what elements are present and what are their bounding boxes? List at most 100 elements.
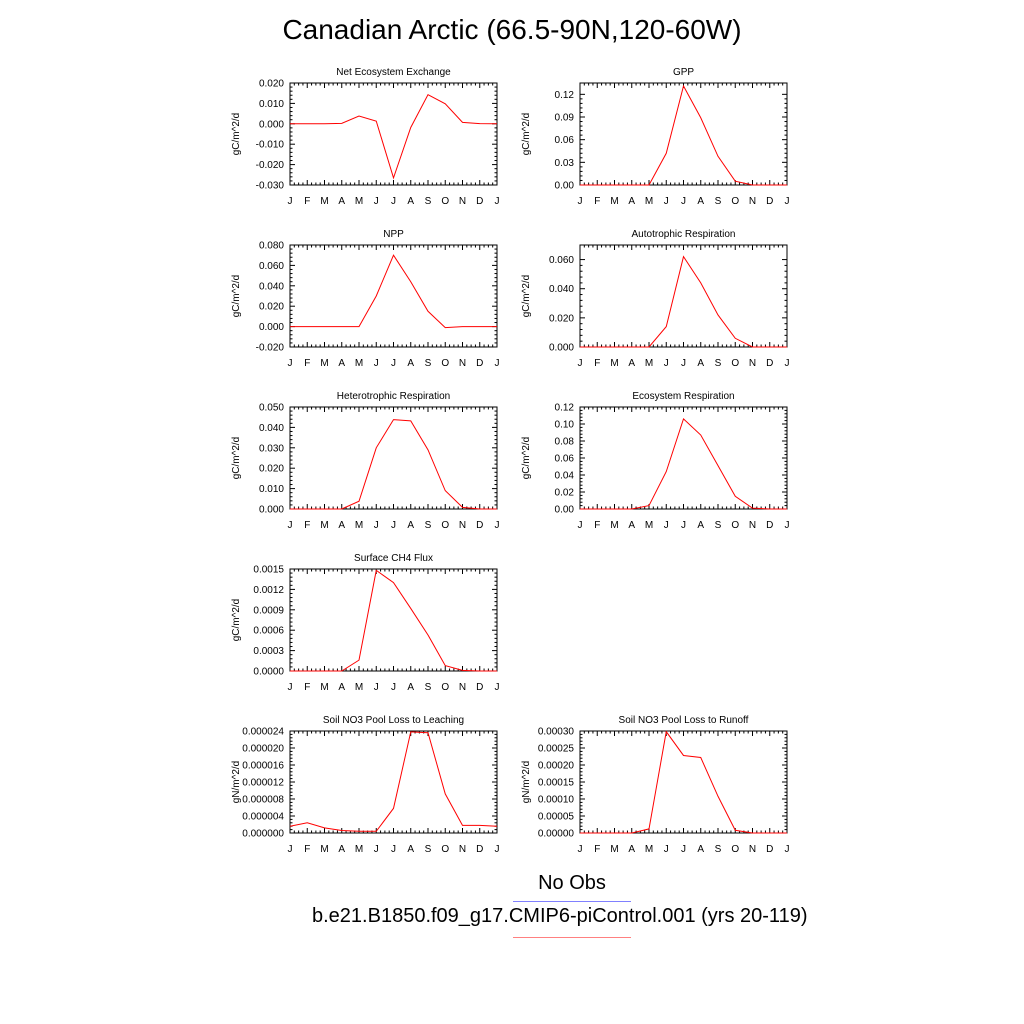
y-tick-label: 0.0012 xyxy=(253,585,284,596)
x-tick-label: O xyxy=(441,844,449,855)
series-line xyxy=(290,93,498,180)
y-tick-label: 0.020 xyxy=(259,464,284,475)
y-axis-label: gC/m^2/d xyxy=(231,113,242,156)
x-tick-label: A xyxy=(338,196,345,207)
x-tick-label: M xyxy=(610,358,618,369)
y-tick-label: 0.050 xyxy=(259,403,284,414)
legend-obs-line xyxy=(513,901,631,902)
x-tick-label: D xyxy=(766,844,773,855)
legend-model-line xyxy=(513,937,631,938)
x-tick-label: J xyxy=(495,682,500,693)
x-tick-label: M xyxy=(610,844,618,855)
series-line xyxy=(580,417,787,510)
y-tick-label: 0.000 xyxy=(549,343,574,354)
x-tick-label: J xyxy=(664,520,669,531)
y-tick-label: 0.02 xyxy=(555,488,575,499)
y-tick-label: 0.00 xyxy=(555,505,575,516)
y-axis-label: gC/m^2/d xyxy=(231,437,242,480)
plot-frame xyxy=(579,406,788,510)
y-tick-label: -0.020 xyxy=(256,343,285,354)
x-tick-label: J xyxy=(391,358,396,369)
y-tick-label: 0.12 xyxy=(555,403,575,414)
y-axis-label: gC/m^2/d xyxy=(521,275,532,318)
x-tick-label: N xyxy=(749,196,756,207)
y-tick-label: 0.08 xyxy=(555,437,575,448)
x-tick-label: F xyxy=(594,358,600,369)
x-tick-label: N xyxy=(749,520,756,531)
panel-soil-no3-runoff: Soil NO3 Pool Loss to Runoff gN/m^2/d 0.00… xyxy=(521,715,790,855)
legend-model-label: b.e21.B1850.f09_g17.CMIP6-piControl.001 … xyxy=(312,905,808,927)
y-tick-label: 0.06 xyxy=(555,454,575,465)
x-tick-label: J xyxy=(681,196,686,207)
figure-title: Canadian Arctic (66.5-90N,120-60W) xyxy=(282,14,742,45)
x-tick-label: J xyxy=(681,358,686,369)
plot-frame xyxy=(289,568,498,672)
panel-title: Net Ecosystem Exchange xyxy=(336,67,451,78)
x-tick-label: J xyxy=(785,196,790,207)
x-tick-label: A xyxy=(697,844,704,855)
y-tick-label: 0.060 xyxy=(549,255,574,266)
panel-title: GPP xyxy=(673,67,694,78)
x-tick-label: J xyxy=(785,844,790,855)
x-tick-label: S xyxy=(425,358,432,369)
panel-npp: NPP gC/m^2/d -0.020 0.000 0.020 0.040 0.060 0.0… xyxy=(231,229,500,369)
panel-net-ecosystem-exchange: Net Ecosystem Exchange gC/m^2/d -0.030 -0.0… xyxy=(231,67,500,207)
x-tick-label: M xyxy=(355,358,363,369)
series-line xyxy=(290,254,497,329)
plot-frame xyxy=(579,244,788,348)
y-axis-label: gC/m^2/d xyxy=(231,275,242,318)
x-tick-label: F xyxy=(304,844,310,855)
x-tick-label: F xyxy=(304,358,310,369)
x-tick-label: M xyxy=(610,196,618,207)
plot-frame xyxy=(289,730,498,834)
y-tick-label: 0.000004 xyxy=(242,812,284,823)
x-tick-label: S xyxy=(715,520,722,531)
x-tick-label: D xyxy=(476,844,483,855)
series-line xyxy=(290,419,497,510)
x-tick-label: J xyxy=(578,358,583,369)
y-axis-label: gC/m^2/d xyxy=(521,113,532,156)
x-tick-label: M xyxy=(645,520,653,531)
panel-title: Ecosystem Respiration xyxy=(632,391,734,402)
series-line xyxy=(580,84,787,186)
panel-autotrophic-respiration: Autotrophic Respiration gC/m^2/d 0.000 0.02… xyxy=(521,229,790,369)
x-tick-label: M xyxy=(355,844,363,855)
x-tick-label: J xyxy=(391,196,396,207)
x-tick-label: S xyxy=(425,520,432,531)
x-tick-label: S xyxy=(425,682,432,693)
y-tick-label: 0.040 xyxy=(549,284,574,295)
x-tick-label: M xyxy=(355,682,363,693)
x-tick-label: M xyxy=(355,520,363,531)
x-tick-label: A xyxy=(628,196,635,207)
x-tick-label: J xyxy=(664,358,669,369)
x-tick-label: J xyxy=(664,196,669,207)
x-tick-label: D xyxy=(766,520,773,531)
panel-title: Soil NO3 Pool Loss to Leaching xyxy=(323,715,464,726)
x-tick-label: A xyxy=(628,358,635,369)
x-tick-label: J xyxy=(374,682,379,693)
plot-frame xyxy=(579,730,788,834)
y-tick-label: 0.040 xyxy=(259,281,284,292)
panel-title: Autotrophic Respiration xyxy=(632,229,736,240)
x-tick-label: A xyxy=(407,520,414,531)
y-tick-label: 0.09 xyxy=(555,113,575,124)
x-tick-label: F xyxy=(304,520,310,531)
x-tick-label: J xyxy=(374,358,379,369)
y-tick-label: 0.00005 xyxy=(538,812,575,823)
x-tick-label: D xyxy=(766,358,773,369)
y-tick-label: 0.06 xyxy=(555,135,575,146)
x-tick-label: D xyxy=(476,520,483,531)
plot-frame xyxy=(289,82,498,186)
panel-title: Soil NO3 Pool Loss to Runoff xyxy=(619,715,749,726)
x-tick-label: J xyxy=(681,520,686,531)
y-tick-label: 0.000020 xyxy=(242,744,284,755)
x-tick-label: J xyxy=(374,520,379,531)
series-line xyxy=(290,569,497,672)
x-tick-label: J xyxy=(785,358,790,369)
panel-title: Heterotrophic Respiration xyxy=(337,391,450,402)
y-axis-label: gN/m^2/d xyxy=(521,761,532,804)
x-tick-label: M xyxy=(645,196,653,207)
x-tick-label: A xyxy=(338,682,345,693)
y-tick-label: 0.12 xyxy=(555,90,575,101)
